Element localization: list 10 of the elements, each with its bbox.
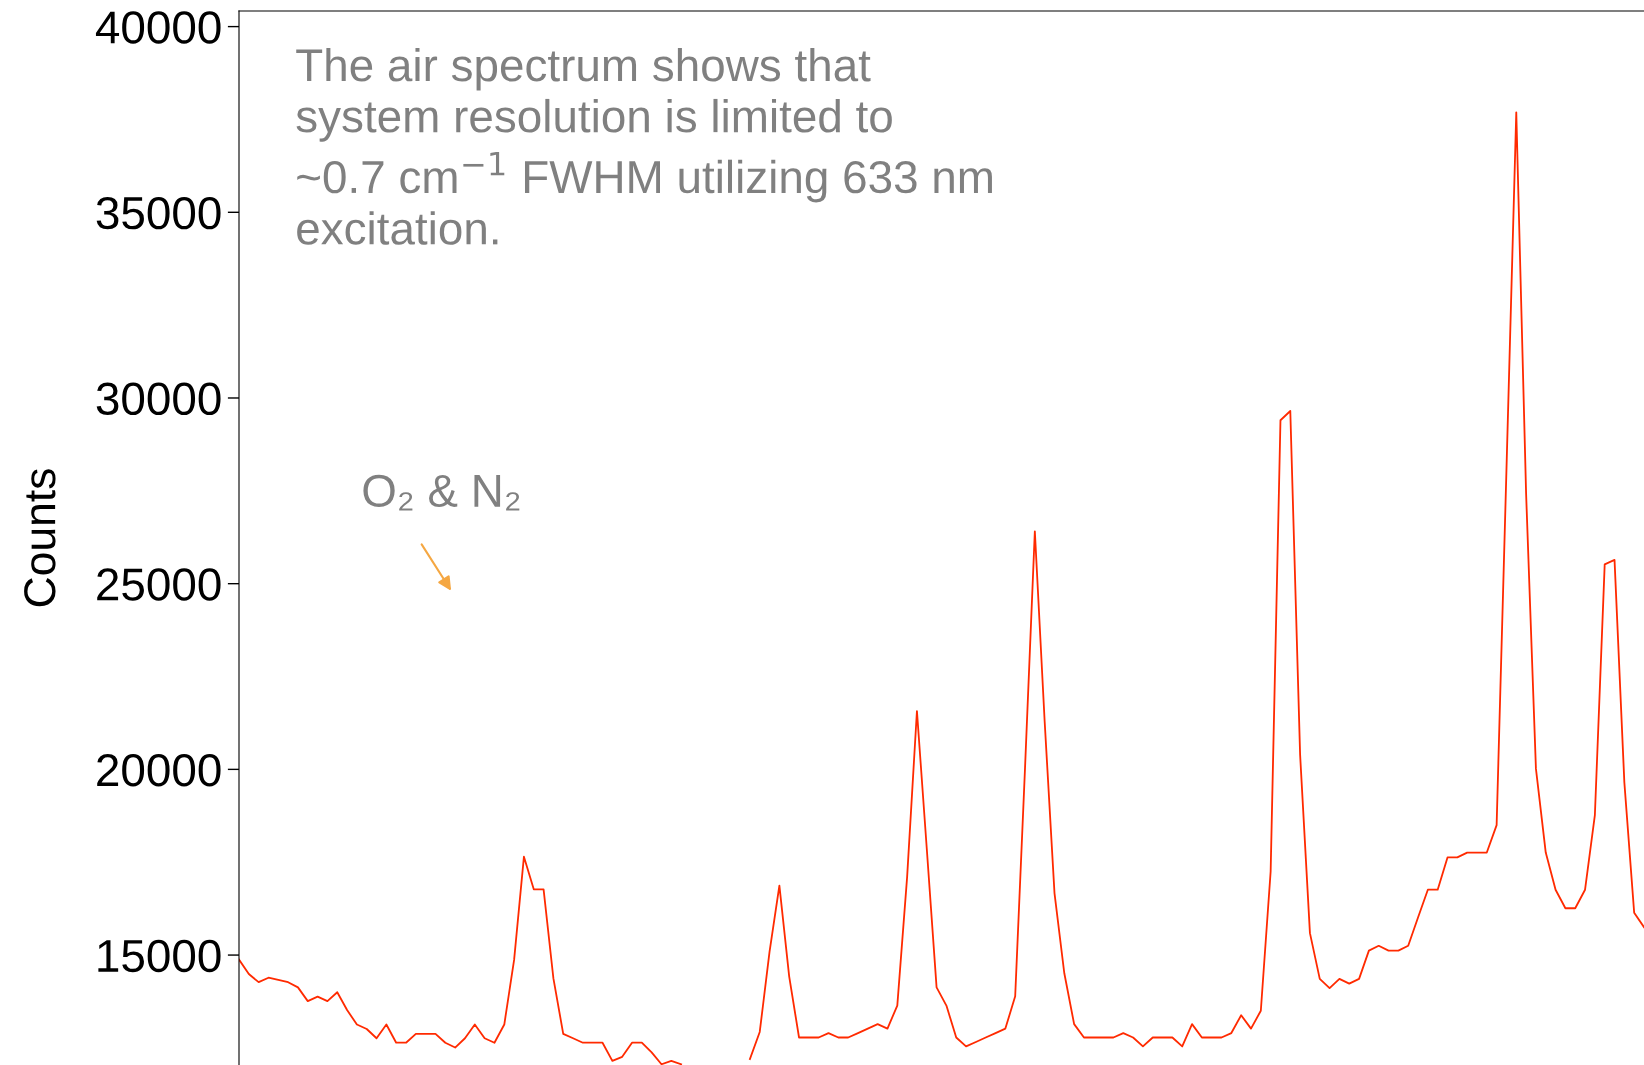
y-tick-label: 40000 (95, 11, 221, 44)
annotation: The air spectrum shows that system resolution is limited to ~0.7 cm$^{−1}$ FWHM utilizing 633 nm excitation. (296, 47, 992, 245)
y-tick-label: 20000 (97, 753, 221, 787)
line-series (239, 855, 683, 1065)
y-tick-label: 35000 (96, 196, 221, 230)
y-tick-label: 25000 (97, 568, 221, 601)
y-axis-title: Counts (24, 469, 56, 607)
y-tick-label: 30000 (96, 382, 221, 416)
annotation: O₂ & N₂ (363, 474, 520, 511)
y-tick-label: 15000 (98, 939, 221, 973)
